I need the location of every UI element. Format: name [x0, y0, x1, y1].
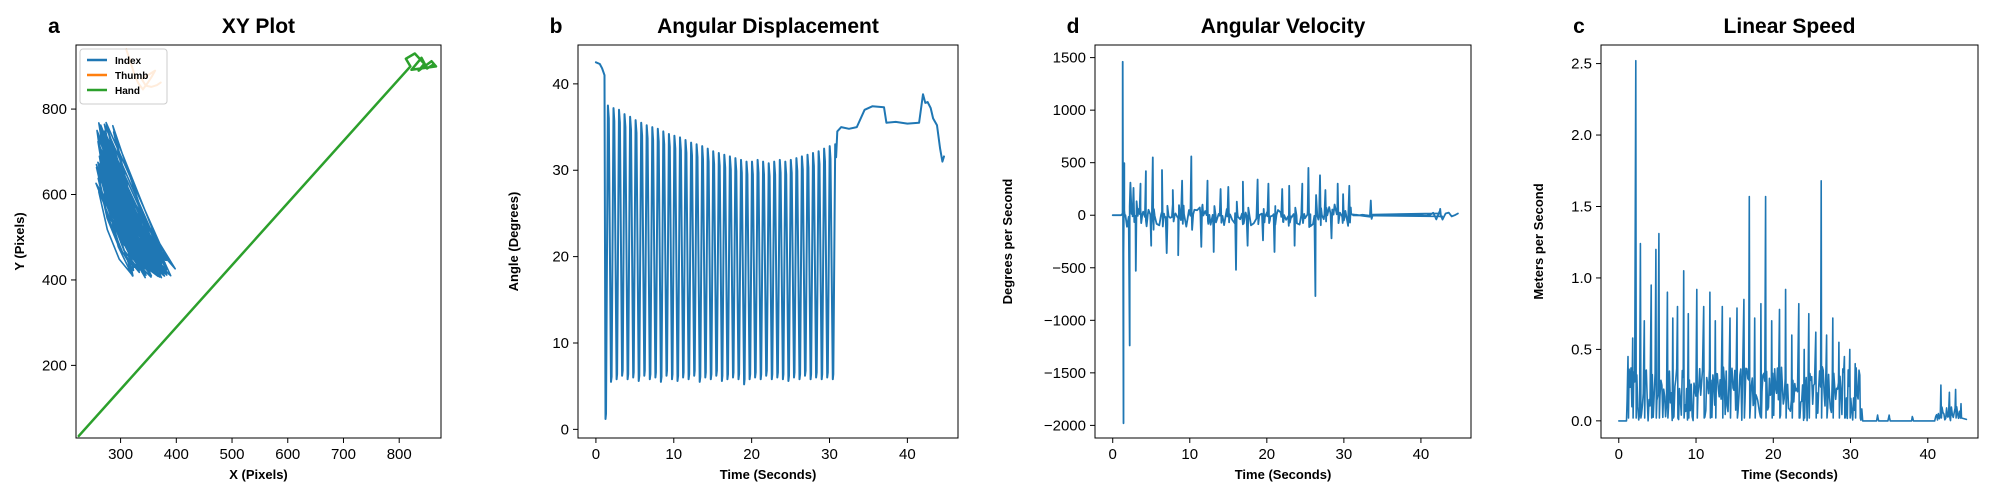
y-tick-label: 600	[42, 187, 67, 204]
x-tick-label: 500	[220, 446, 245, 463]
x-tick-label: 600	[275, 446, 300, 463]
x-tick-label: 10	[665, 446, 682, 463]
x-tick-label: 300	[108, 446, 133, 463]
panel-letter: d	[1067, 15, 1080, 38]
x-tick-label: 20	[1765, 446, 1782, 463]
panel-c: Linear Speed c 0 10 20 30 40 0.0 0.5 1.0 1.5 2.0 2.5…	[1531, 15, 1979, 482]
x-tick-label: 10	[1181, 446, 1198, 463]
plot-area	[1111, 60, 1459, 425]
x-tick-label: 30	[821, 446, 838, 463]
y-tick-label: −1000	[1044, 312, 1086, 329]
y-tick-label: −1500	[1044, 365, 1086, 382]
x-tick-label: 40	[1919, 446, 1936, 463]
axes-frame	[1094, 44, 1472, 439]
x-tick-label: 20	[1258, 446, 1275, 463]
series-speed-line	[1618, 59, 1968, 422]
y-axis-label: Angle (Degrees)	[506, 192, 521, 292]
legend-label-thumb: Thumb	[115, 71, 148, 82]
x-tick-label: 400	[164, 446, 189, 463]
x-tick-label: 0	[1615, 446, 1623, 463]
y-tick-label: 800	[42, 101, 67, 118]
y-axis-label: Degrees per Second	[1000, 179, 1015, 305]
x-tick-label: 30	[1842, 446, 1859, 463]
panel-title: XY Plot	[222, 15, 295, 38]
x-tick-label: 20	[743, 446, 760, 463]
y-tick-label: 200	[42, 357, 67, 374]
y-tick-label: 30	[552, 162, 569, 179]
panel-letter: c	[1573, 15, 1585, 38]
panel-a: XY Plot a 300 400 500 600 700 800 200 400 600 800 X …	[12, 15, 442, 482]
x-axis-label: Time (Seconds)	[1235, 467, 1332, 482]
panel-b: Angular Displacement b 0 10 20 30 40 0 10 20 30 40 T…	[506, 15, 959, 482]
y-tick-label: 500	[1061, 155, 1086, 172]
plot-area	[1618, 59, 1968, 422]
y-tick-label: 10	[552, 335, 569, 352]
y-axis-label: Meters per Second	[1531, 183, 1546, 299]
legend-label-index: Index	[115, 56, 142, 67]
y-tick-label: 1000	[1053, 102, 1086, 119]
axes-frame	[75, 44, 442, 439]
series-hand-line	[77, 52, 438, 438]
axes-frame	[577, 44, 959, 439]
panel-title: Angular Velocity	[1201, 15, 1366, 38]
y-tick-label: 1500	[1053, 50, 1086, 67]
y-tick-label: 2.0	[1571, 127, 1592, 144]
y-tick-label: 40	[552, 76, 569, 93]
y-tick-label: 0	[561, 421, 569, 438]
y-tick-label: 1.0	[1571, 270, 1592, 287]
plot-area	[594, 61, 945, 420]
y-axis-label: Y (Pixels)	[12, 212, 27, 270]
y-tick-label: −500	[1052, 260, 1086, 277]
panel-letter: a	[48, 15, 60, 38]
series-velocity-line	[1111, 60, 1459, 425]
panel-title: Angular Displacement	[657, 15, 879, 38]
plot-area	[77, 48, 438, 438]
y-tick-label: 0.5	[1571, 341, 1592, 358]
series-index-line	[95, 121, 176, 279]
legend: Index Thumb Hand	[79, 48, 168, 105]
x-tick-label: 800	[387, 446, 412, 463]
panel-letter: b	[550, 15, 563, 38]
y-tick-label: 2.5	[1571, 56, 1592, 73]
x-tick-label: 40	[899, 446, 916, 463]
x-axis-label: Time (Seconds)	[720, 467, 817, 482]
legend-label-hand: Hand	[115, 86, 140, 97]
panel-d: Angular Velocity d 0 10 20 30 40 −2000 −1500 −100…	[1000, 15, 1472, 482]
x-tick-label: 0	[592, 446, 600, 463]
panel-title: Linear Speed	[1724, 15, 1856, 38]
x-tick-label: 40	[1413, 446, 1430, 463]
x-tick-label: 10	[1688, 446, 1705, 463]
x-axis-label: X (Pixels)	[229, 467, 288, 482]
y-tick-label: 0	[1078, 207, 1086, 224]
x-axis-label: Time (Seconds)	[1741, 467, 1838, 482]
y-tick-label: 1.5	[1571, 198, 1592, 215]
y-tick-label: 0.0	[1571, 413, 1592, 430]
y-tick-label: 400	[42, 272, 67, 289]
axes-frame	[1600, 44, 1979, 439]
x-tick-label: 0	[1109, 446, 1117, 463]
y-tick-label: 20	[552, 249, 569, 266]
series-angle-line	[594, 61, 945, 420]
x-tick-label: 700	[331, 446, 356, 463]
x-tick-label: 30	[1336, 446, 1353, 463]
y-tick-label: −2000	[1044, 417, 1086, 434]
